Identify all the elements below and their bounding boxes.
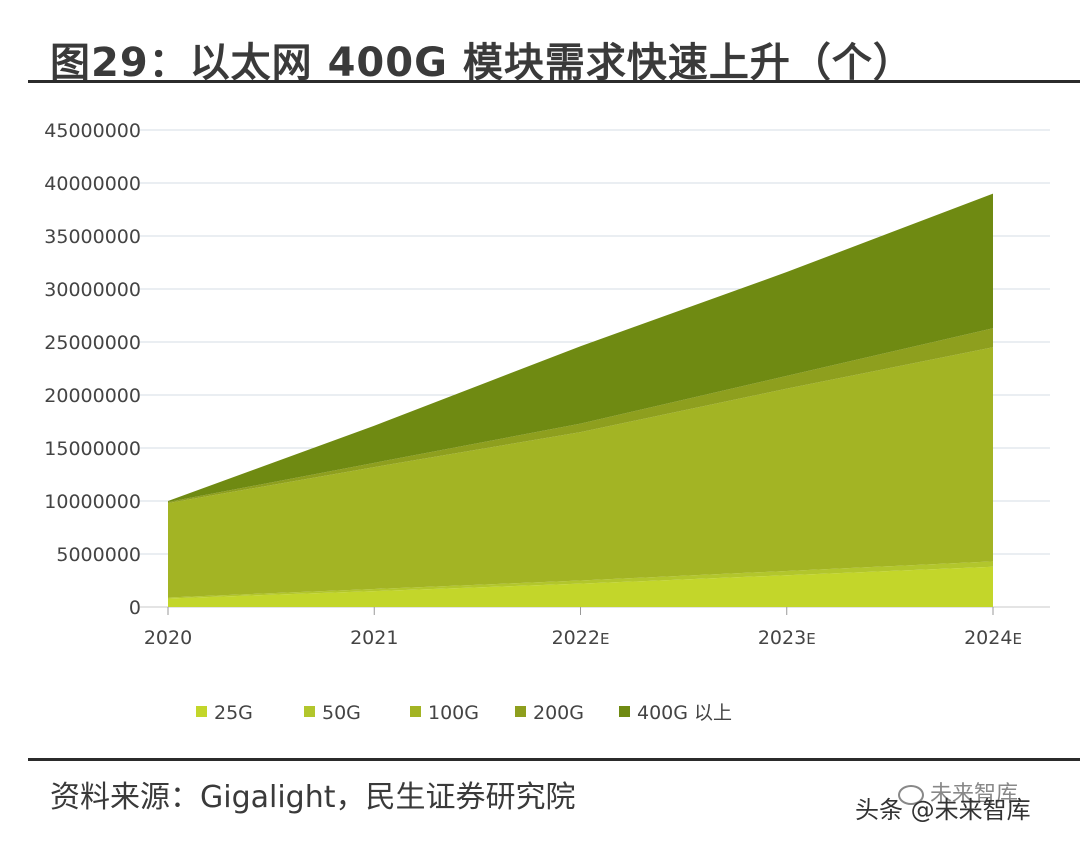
x-tick-label-0: 2020 <box>144 627 192 649</box>
x-tick-label-4: 2024E <box>964 627 1022 649</box>
legend-label-0: 25G <box>214 702 253 724</box>
chart-title: 图29：以太网 400G 模块需求快速上升（个） <box>50 40 914 86</box>
legend-swatch-0 <box>196 706 207 717</box>
y-tick-label-3: 15000000 <box>44 438 141 460</box>
legend-label-4: 400G 以上 <box>637 702 732 724</box>
legend-label-1: 50G <box>322 702 361 724</box>
area-50G <box>168 561 993 599</box>
y-tick-label-0: 0 <box>129 597 141 619</box>
legend-label-3: 200G <box>533 702 584 724</box>
source-note: 资料来源：Gigalight，民生证券研究院 <box>50 780 576 815</box>
wechat-icon <box>898 785 924 805</box>
area-100G <box>168 347 993 598</box>
x-tick-label-2: 2022E <box>552 627 610 649</box>
y-tick-label-7: 35000000 <box>44 226 141 248</box>
area-25G <box>168 566 993 607</box>
y-tick-label-2: 10000000 <box>44 491 141 513</box>
legend-swatch-4 <box>619 706 630 717</box>
area-400G-以上 <box>168 193 993 503</box>
x-tick-label-1: 2021 <box>350 627 398 649</box>
watermark-logo: 未来智库 <box>898 776 1018 808</box>
y-tick-label-8: 40000000 <box>44 173 141 195</box>
legend-swatch-1 <box>304 706 315 717</box>
y-tick-label-9: 45000000 <box>44 120 141 142</box>
watermark: 头条 @未来智库 <box>855 796 1031 824</box>
top-divider <box>28 80 1080 83</box>
legend-swatch-3 <box>515 706 526 717</box>
legend-swatch-2 <box>410 706 421 717</box>
y-tick-label-6: 30000000 <box>44 279 141 301</box>
y-tick-label-1: 5000000 <box>56 544 141 566</box>
legend-label-2: 100G <box>428 702 479 724</box>
watermark-logo-text: 未来智库 <box>930 782 1019 807</box>
y-tick-label-5: 25000000 <box>44 332 141 354</box>
bottom-divider <box>28 758 1080 761</box>
x-tick-label-3: 2023E <box>758 627 816 649</box>
y-tick-label-4: 20000000 <box>44 385 141 407</box>
